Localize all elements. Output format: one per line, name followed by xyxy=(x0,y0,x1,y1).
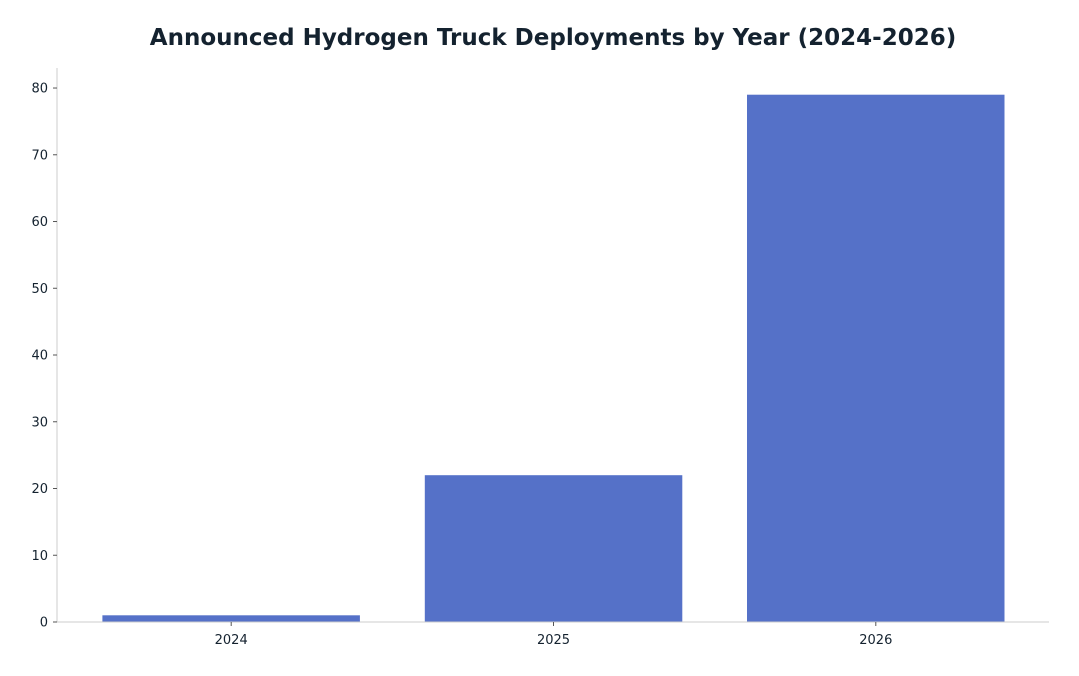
bars-layer xyxy=(102,94,1005,622)
y-tick-label-50: 50 xyxy=(31,282,48,297)
y-tick-label-60: 60 xyxy=(31,215,48,230)
y-tick-label-30: 30 xyxy=(31,415,48,430)
chart-title: Announced Hydrogen Truck Deployments by … xyxy=(149,25,957,51)
x-tick-label-2025: 2025 xyxy=(537,633,570,648)
y-tick-label-10: 10 xyxy=(31,549,48,564)
bar-2025 xyxy=(424,475,683,622)
bar-2024 xyxy=(102,615,360,622)
y-tick-label-40: 40 xyxy=(31,349,48,364)
y-tick-label-80: 80 xyxy=(31,82,48,97)
y-tick-label-70: 70 xyxy=(31,148,48,163)
bar-2026 xyxy=(747,94,1005,622)
x-tick-label-2026: 2026 xyxy=(859,633,892,648)
y-tick-label-20: 20 xyxy=(31,482,48,497)
ticks-layer: 0 10 20 30 40 50 60 70 80 2024 2025 2026 xyxy=(31,82,892,648)
y-tick-label-0: 0 xyxy=(40,616,48,631)
x-tick-label-2024: 2024 xyxy=(215,633,248,648)
